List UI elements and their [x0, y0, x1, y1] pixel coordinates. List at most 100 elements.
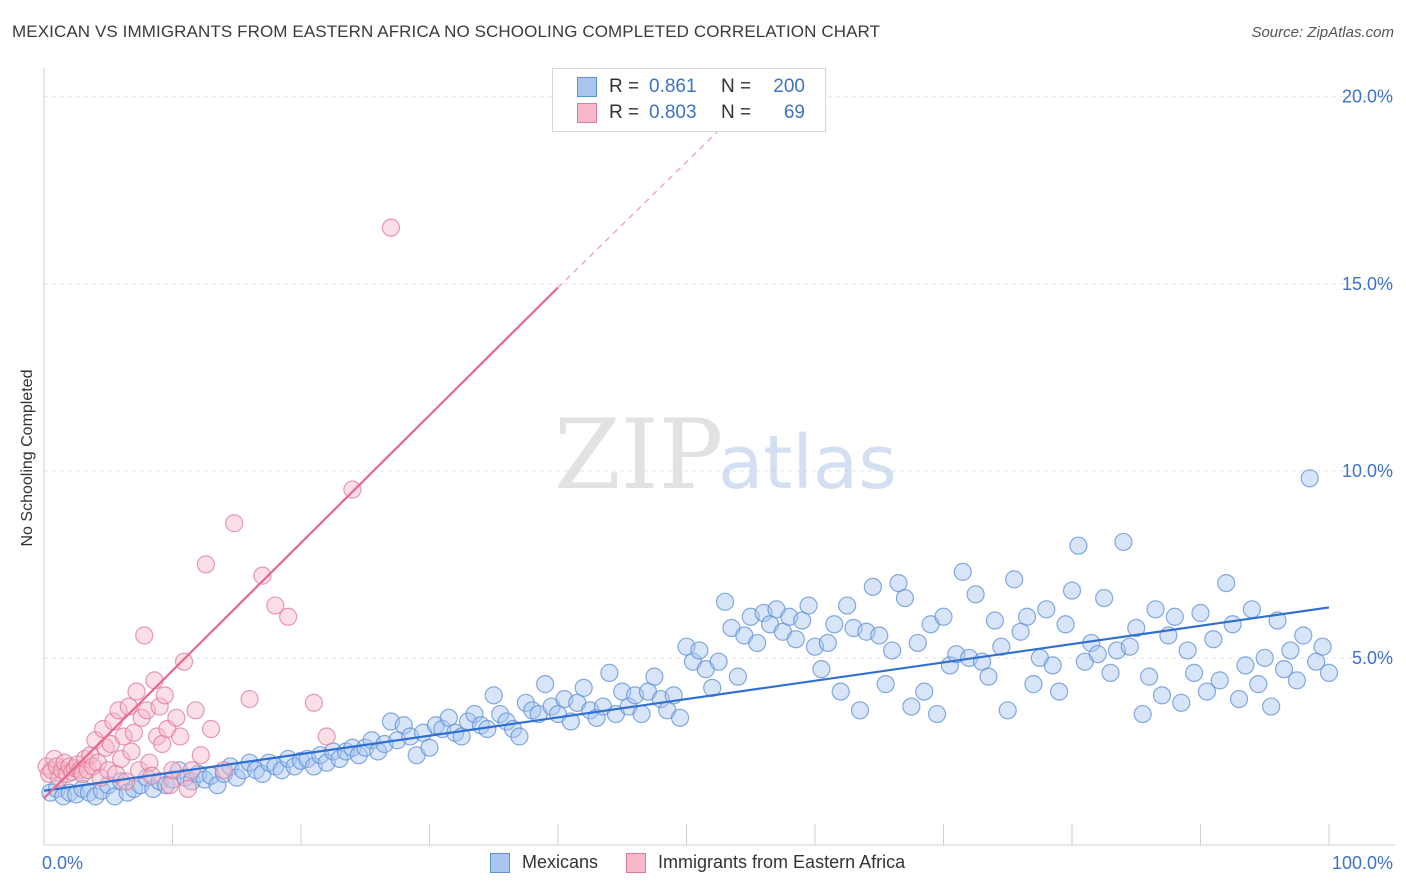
eastern-africa-point	[266, 596, 285, 615]
eastern-africa-point	[150, 697, 169, 716]
mexicans-point	[1242, 600, 1262, 619]
mexicans-point	[818, 633, 837, 653]
mexicans-point	[953, 562, 972, 581]
tick-labels: 5.0% 10.0% 15.0% 20.0% 0.0% 100.0%	[42, 87, 1393, 873]
mexicans-point	[831, 682, 850, 701]
trend-lines	[43, 111, 1330, 800]
mexicans-point	[1255, 648, 1274, 668]
mexicans-point	[1172, 693, 1191, 712]
mexicans-point	[1262, 697, 1281, 716]
series-swatch-mexicans	[490, 852, 510, 873]
mexicans-point	[1139, 667, 1159, 686]
mexicans-point	[1249, 675, 1268, 694]
mexicans-point	[670, 708, 690, 727]
mexicans-point	[632, 704, 651, 724]
series-label-mexicans: Mexicans	[522, 852, 599, 872]
mexicans-point	[1178, 641, 1197, 660]
mexicans-point	[1133, 704, 1152, 724]
mexicans-point	[889, 573, 908, 593]
mexicans-point	[1204, 630, 1223, 649]
legend-swatch-eastern-africa	[577, 103, 597, 123]
eastern-africa-point	[160, 776, 180, 795]
mexicans-point	[1307, 652, 1326, 671]
mexicans-point	[1210, 671, 1229, 690]
eastern-africa-point	[201, 719, 221, 739]
y-tick-label: 20.0%	[1342, 87, 1393, 107]
source-label: Source: ZipAtlas.com	[1251, 24, 1394, 41]
eastern-africa-point	[109, 701, 128, 720]
mexicans-point	[1319, 663, 1339, 682]
mexicans-point	[1017, 607, 1037, 626]
eastern-africa-point	[343, 480, 362, 499]
mexicans-point	[715, 592, 735, 611]
series-legend-eastern-africa: Immigrants from Eastern Africa	[626, 852, 905, 873]
mexicans-point	[728, 667, 748, 686]
eastern-africa-point	[88, 753, 108, 772]
mexicans-point	[510, 727, 529, 746]
watermark-zip: ZIP	[554, 399, 723, 511]
mexicans-point	[1223, 615, 1242, 634]
mexicans-point	[491, 704, 510, 724]
mexicans-point	[1120, 637, 1139, 656]
eastern-africa-point	[174, 652, 194, 671]
series-legend: Mexicans Immigrants from Eastern Africa	[490, 852, 933, 873]
mexicans-trend-line	[43, 606, 1330, 792]
mexicans-point	[895, 588, 915, 608]
mexicans-point	[574, 678, 593, 697]
mexicans-point	[908, 633, 927, 653]
eastern-africa-point	[127, 682, 146, 701]
mexicans-point	[1043, 656, 1062, 675]
legend-r-value: 0.861	[649, 76, 697, 97]
mexicans-point	[1287, 671, 1306, 690]
legend-r-label: R =	[609, 102, 640, 123]
mexicans-point	[1184, 663, 1204, 682]
legend-n-value: 69	[783, 102, 805, 123]
eastern-africa-point	[124, 723, 144, 742]
mexicans-point	[1191, 603, 1210, 623]
mexicans-point	[1313, 637, 1332, 656]
eastern-africa-point	[279, 607, 298, 626]
mexicans-point	[1152, 686, 1172, 705]
mexicans-point	[484, 686, 503, 705]
mexicans-point	[1127, 618, 1146, 638]
mexicans-point	[1062, 581, 1082, 600]
mexicans-point	[439, 708, 458, 727]
mexicans-point	[1294, 626, 1313, 645]
mexicans-point	[998, 701, 1017, 720]
eastern-africa-point	[253, 566, 272, 585]
mexicans-point	[979, 667, 998, 686]
series-swatch-eastern-africa	[626, 852, 647, 873]
mexicans-point	[1236, 656, 1255, 675]
x-tick-label: 0.0%	[42, 853, 83, 873]
eastern-africa-point	[155, 686, 174, 705]
mexicans-point	[1281, 641, 1300, 660]
mexicans-point	[915, 682, 934, 701]
legend-r-value: 0.803	[649, 102, 697, 123]
mexicans-point	[799, 596, 818, 615]
axes	[43, 68, 1395, 846]
mexicans-point	[709, 652, 728, 671]
eastern-africa-point	[111, 749, 131, 769]
eastern-africa-point	[163, 761, 182, 780]
mexicans-point	[863, 577, 882, 596]
mexicans-point	[786, 630, 805, 649]
mexicans-point	[927, 704, 947, 724]
legend-n-value: 200	[773, 76, 805, 97]
mexicans-point	[1037, 600, 1056, 619]
eastern-africa-point	[94, 719, 113, 739]
chart-title: MEXICAN VS IMMIGRANTS FROM EASTERN AFRIC…	[12, 22, 881, 41]
mexicans-point	[536, 675, 555, 694]
mexicans-point	[330, 749, 349, 769]
mexicans-point	[420, 738, 439, 757]
y-tick-label: 10.0%	[1342, 461, 1393, 481]
legend-n-label: N =	[721, 76, 752, 97]
mexicans-point	[1005, 570, 1024, 589]
eastern-africa-point	[122, 742, 141, 761]
eastern-africa-point	[186, 701, 205, 720]
mexicans-point	[882, 641, 902, 660]
mexicans-point	[1011, 622, 1030, 641]
legend-row-mexicans: R = 0.861 N = 200	[577, 75, 805, 99]
mexicans-point	[812, 660, 831, 679]
data-points	[37, 218, 1339, 806]
mexicans-point	[690, 641, 709, 660]
